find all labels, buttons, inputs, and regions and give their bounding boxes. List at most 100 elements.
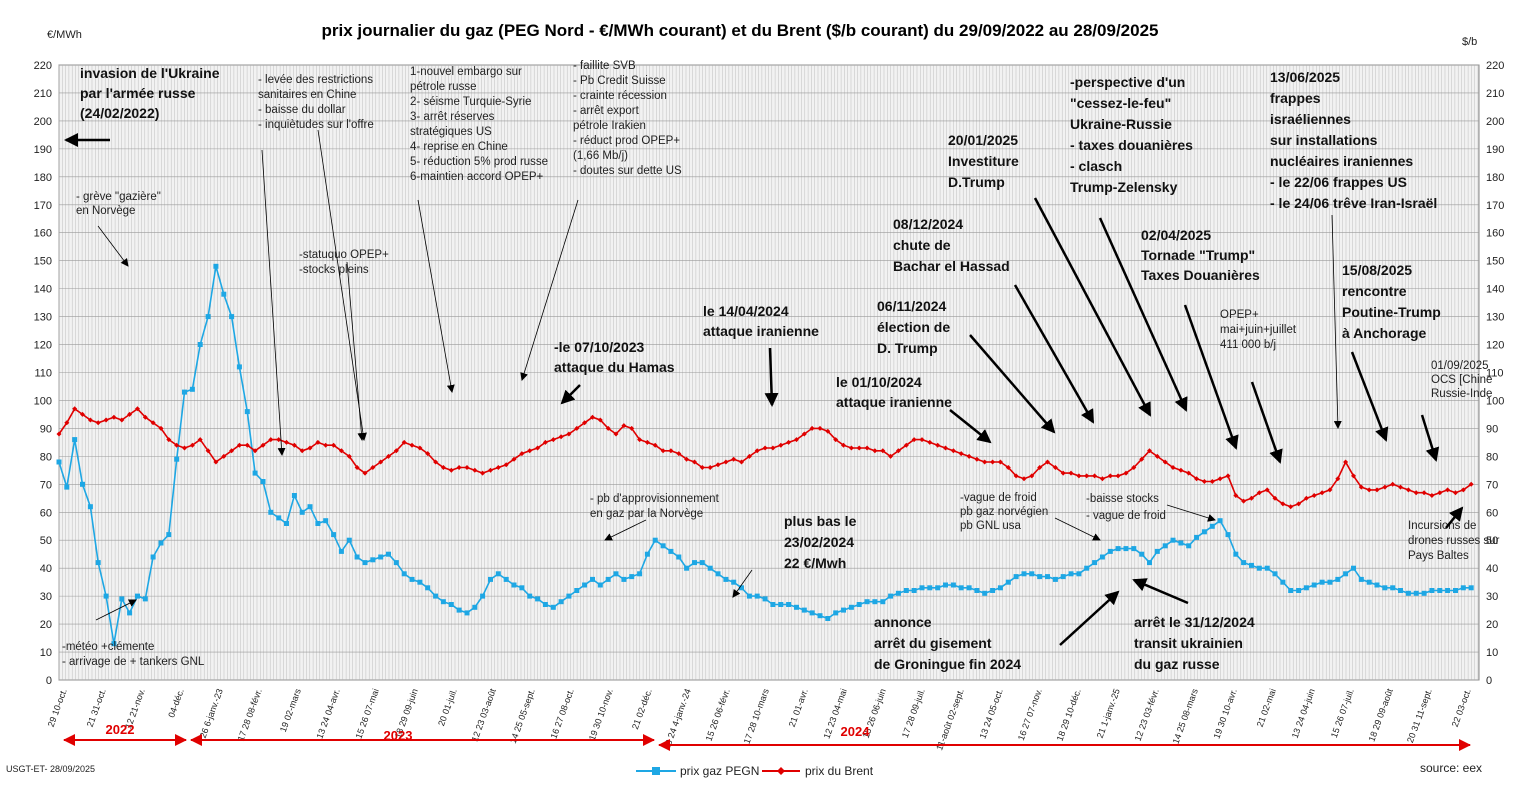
annotation-israel: 13/06/2025 frappes israéliennes sur install…: [1270, 69, 1437, 211]
annotation-line: Trump-Zelensky: [1070, 179, 1178, 195]
data-point: [801, 431, 807, 437]
data-point: [707, 565, 713, 571]
data-point: [80, 481, 85, 487]
data-point: [511, 582, 517, 588]
data-point: [1076, 571, 1082, 577]
y-tick-left: 50: [40, 535, 52, 547]
legend-marker-gas: [652, 767, 660, 775]
data-point: [1468, 585, 1474, 591]
data-point: [574, 425, 580, 431]
data-point: [174, 442, 180, 448]
data-point: [64, 420, 70, 426]
x-tick-label: 14 25 08-mars: [1171, 687, 1200, 745]
data-point: [182, 389, 187, 395]
chart-title: prix journalier du gaz (PEG Nord - €/MWh…: [322, 21, 1159, 40]
data-point: [1374, 582, 1380, 588]
y-tick-right: 90: [1486, 423, 1498, 435]
annotation-meteo: -météo +clémente - arrivage de + tankers …: [62, 641, 205, 668]
data-point: [150, 420, 156, 426]
annotation-line: Bachar el Hassad: [893, 258, 1010, 274]
data-point: [1084, 565, 1090, 571]
data-point: [229, 314, 235, 320]
data-point: [535, 596, 541, 602]
data-point: [794, 437, 799, 443]
annotation-greve: - grève "gazière" en Norvège: [76, 191, 161, 217]
data-point: [825, 616, 831, 621]
data-point: [417, 445, 423, 451]
annotation-line: - taxes douanières: [1070, 137, 1193, 153]
data-point: [864, 599, 870, 605]
annotation-line: -perspective d'un: [1070, 74, 1185, 90]
x-tick-label: 15 26 06-févr.: [704, 687, 732, 742]
data-point: [291, 442, 297, 448]
data-point: [1186, 543, 1192, 549]
y-tick-right: 180: [1486, 172, 1504, 184]
annotation-line: D.Trump: [948, 174, 1005, 190]
data-point: [386, 551, 391, 557]
arrow-tornade: [1183, 304, 1239, 450]
y-tick-right: 50: [1486, 535, 1498, 547]
data-point: [770, 445, 776, 451]
arrow-statuquo: [346, 261, 366, 441]
data-point: [1264, 565, 1270, 571]
annotation-chine: - levée des restrictions sanitaires en Ch…: [258, 74, 374, 131]
data-point: [480, 593, 486, 599]
data-point: [56, 459, 62, 465]
data-point: [950, 448, 956, 454]
data-point: [637, 571, 643, 577]
data-point: [1468, 481, 1474, 487]
data-point: [393, 560, 399, 566]
data-point: [378, 459, 384, 465]
data-point: [299, 509, 305, 515]
data-point: [990, 588, 996, 593]
annotation-ocs: 01/09/2025 OCS [Chine Russie-Inde: [1431, 360, 1492, 400]
data-point: [495, 465, 501, 470]
data-point: [754, 593, 760, 599]
y-tick-left: 20: [40, 619, 52, 631]
y-tick-right: 110: [1486, 368, 1504, 380]
annotation-line: -stocks pleins: [299, 264, 369, 276]
data-point: [770, 602, 776, 607]
data-point: [456, 465, 462, 470]
data-point: [158, 540, 164, 546]
data-point: [72, 406, 78, 412]
annotation-line: - vague de froid: [1086, 510, 1166, 522]
data-point: [801, 607, 807, 613]
data-point: [1186, 470, 1192, 476]
data-point: [1209, 479, 1215, 484]
y-tick-left: 210: [34, 88, 52, 100]
annotation-line: Poutine-Trump: [1342, 304, 1441, 320]
data-point: [346, 537, 352, 543]
data-point: [997, 585, 1003, 591]
data-point: [158, 425, 164, 431]
x-tick-label: 21 01-avr.: [787, 687, 810, 728]
y-tick-left: 60: [40, 507, 52, 519]
annotation-line: 20/01/2025: [948, 132, 1018, 148]
data-point: [597, 582, 603, 588]
data-point: [1037, 465, 1043, 470]
y-tick-right: 200: [1486, 116, 1504, 128]
data-point: [542, 602, 548, 607]
data-point: [1280, 579, 1286, 585]
annotation-groningue: annonce arrêt du gisement de Groningue fin…: [874, 614, 1021, 672]
data-point: [174, 456, 180, 462]
data-point: [213, 263, 219, 269]
data-point: [621, 423, 627, 429]
data-point: [888, 453, 894, 459]
y-tick-right: 30: [1486, 591, 1498, 603]
data-point: [809, 425, 815, 431]
data-point: [794, 604, 799, 610]
data-point: [166, 437, 172, 443]
annotation-line: - le 22/06 frappes US: [1270, 174, 1407, 190]
annotation-line: -météo +clémente: [62, 641, 154, 653]
data-point: [1366, 579, 1372, 585]
annotation-line: 01/09/2025: [1431, 360, 1489, 372]
data-point: [1382, 585, 1388, 591]
data-point: [127, 610, 133, 616]
annotation-line: sanitaires en Chine: [258, 89, 356, 101]
data-point: [1162, 543, 1168, 549]
annotation-line: 1-nouvel embargo sur: [410, 66, 522, 78]
data-point: [676, 554, 682, 560]
data-point: [668, 548, 674, 554]
data-point: [1170, 465, 1176, 470]
